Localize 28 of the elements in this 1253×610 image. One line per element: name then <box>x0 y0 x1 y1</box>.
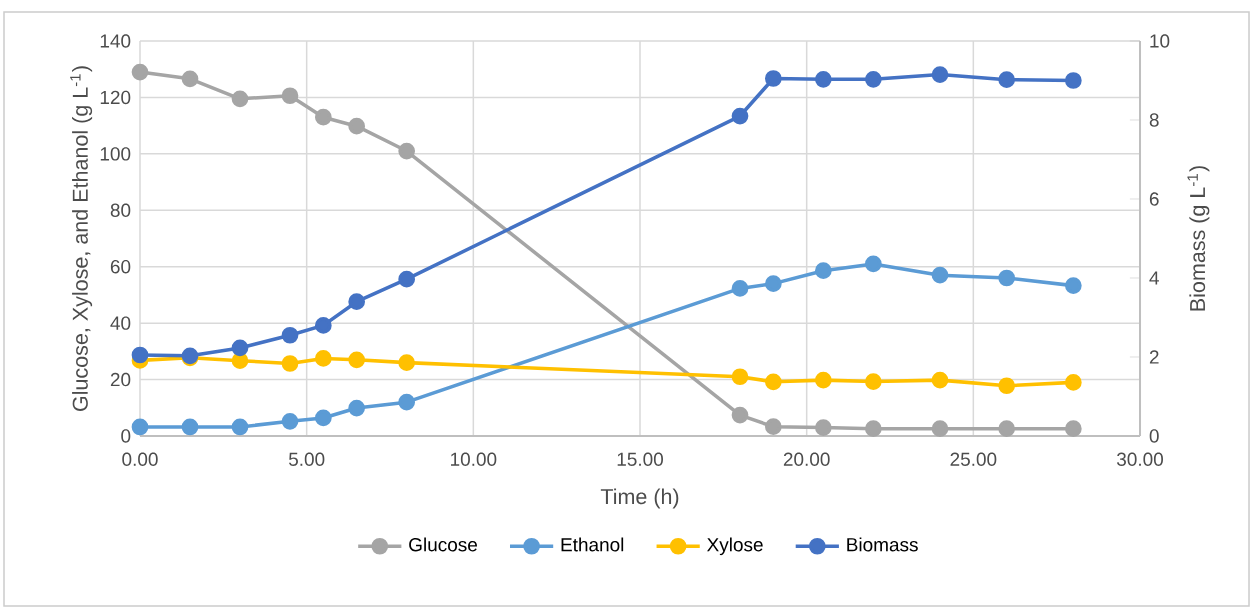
y-tick-label: 40 <box>110 316 131 330</box>
legend-label: Ethanol <box>561 537 624 552</box>
x-axis-title: Time (h) <box>600 488 679 509</box>
y-tick-label: 120 <box>100 90 131 105</box>
x-tick-label: 0.00 <box>122 452 158 466</box>
y-tick-label: 60 <box>110 259 131 274</box>
x-tick-label: 20.00 <box>783 452 830 466</box>
y-tick-label: 20 <box>110 372 131 387</box>
x-tick-label: 15.00 <box>617 452 663 466</box>
x-tick-label: 5.00 <box>288 452 325 466</box>
y-tick-label: 80 <box>110 203 131 218</box>
y2-tick-label: 2 <box>1149 350 1159 364</box>
y-tick-label: 0 <box>121 429 131 443</box>
y2-tick-label: 4 <box>1149 271 1159 285</box>
y-tick-label: 140 <box>100 34 131 48</box>
y2-axis-title: Biomass (g L$^{-1}$) <box>1187 166 1210 311</box>
x-tick-label: 10.00 <box>451 452 497 466</box>
y-axis-title: Glucose, Xylose, and Ethanol (g L$^{-1}$) <box>70 66 93 411</box>
x-tick-label: 25.00 <box>950 452 997 466</box>
x-tick-label: 30.00 <box>1116 452 1163 466</box>
y-tick-label: 100 <box>100 147 131 161</box>
legend-label: Biomass <box>847 537 918 552</box>
y2-tick-label: 10 <box>1150 34 1170 48</box>
y2-tick-label: 8 <box>1149 113 1159 127</box>
y2-tick-label: 0 <box>1149 429 1159 443</box>
legend-label: Glucose <box>409 537 478 552</box>
y2-tick-label: 6 <box>1149 192 1159 206</box>
legend-label: Xylose <box>707 537 763 556</box>
